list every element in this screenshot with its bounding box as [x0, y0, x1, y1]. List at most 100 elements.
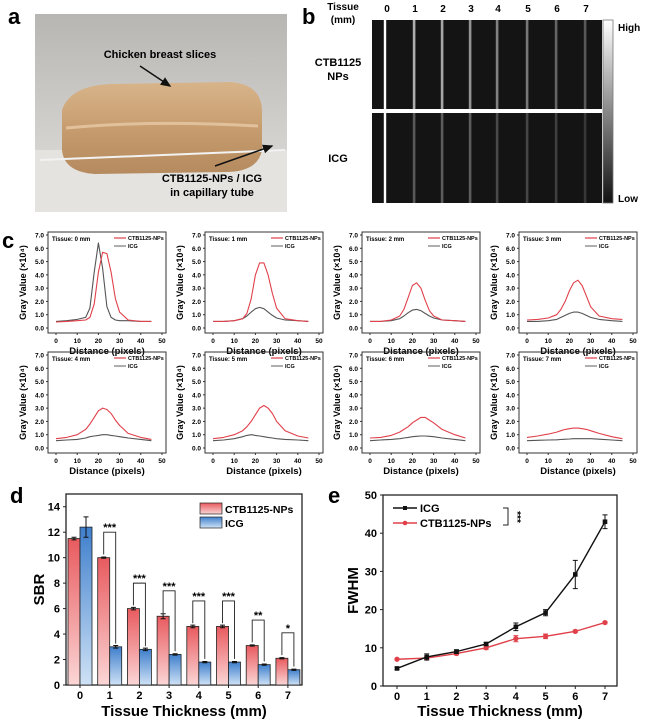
y-tick-label: 2.0 — [506, 419, 515, 426]
series-line-icg — [370, 308, 466, 322]
x-tick-label: 0 — [211, 458, 215, 465]
error-bar — [83, 516, 89, 538]
legend-label-ctb: CTB1125-NPs — [285, 236, 321, 242]
y-tick-label: 10 — [365, 643, 377, 655]
x-tick-label: 20 — [566, 338, 574, 345]
legend-label-ctb: CTB1125-NPs — [420, 518, 492, 530]
bar-icg — [257, 664, 271, 686]
colorbar-low: Low — [618, 194, 638, 205]
significance-label: *** — [222, 591, 236, 603]
y-tick-label: 0.0 — [506, 326, 515, 333]
x-tick-label: 10 — [231, 338, 239, 345]
x-tick-label: 1 — [107, 690, 113, 702]
y-tick-label: 12 — [48, 527, 60, 539]
signal-streak — [525, 113, 529, 203]
y-axis-label: FWHM — [345, 567, 362, 614]
lane-label: 0 — [384, 4, 390, 15]
error-bar — [130, 606, 136, 611]
x-tick-label: 6 — [255, 690, 261, 702]
y-tick-label: 40 — [365, 528, 377, 540]
legend-marker-ctb — [402, 520, 408, 526]
y-tick-label: 7.0 — [506, 353, 515, 360]
y-tick-label: 2.0 — [349, 299, 358, 306]
x-tick-label: 50 — [629, 458, 637, 465]
y-axis-label: Gray Value (×10⁴) — [332, 245, 342, 320]
bar-ctb — [127, 608, 140, 686]
bar-ctb — [216, 626, 229, 686]
image-background — [372, 20, 602, 109]
lane-label: 6 — [554, 4, 560, 15]
y-tick-label: 5.0 — [349, 379, 358, 386]
error-bar — [232, 660, 237, 664]
y-tick-label: 0.0 — [35, 446, 44, 453]
legend-label-ctb: CTB1125-NPs — [442, 236, 478, 242]
y-tick-label: 1.0 — [506, 432, 515, 439]
bar-ctb — [275, 657, 289, 686]
y-axis-label: Gray Value (×10⁴) — [18, 365, 28, 440]
signal-streak — [583, 113, 587, 203]
legend-swatch-icg — [199, 516, 223, 529]
panel-a: a Chicken breast slices CTB1125-NPs / ICG i… — [8, 4, 287, 212]
icg-image — [372, 113, 602, 203]
panel-d: d 0 2 4 6 8 10 12 14 0 1 *** 2 *** 3 *** 4 *** 5 *** 6 ** 7 * CT… — [10, 483, 303, 720]
panel-label: a — [8, 4, 21, 29]
panel-label: b — [302, 4, 315, 29]
legend-label-icg: ICG — [442, 244, 452, 250]
x-tick-label: 40 — [294, 338, 302, 345]
y-tick-label: 8 — [54, 578, 60, 590]
y-tick-label: 3.0 — [35, 406, 44, 413]
y-tick-label: 10 — [48, 553, 60, 565]
error-bar — [113, 645, 119, 649]
tissue-label: Tissue — [327, 2, 359, 13]
x-tick-label: 40 — [137, 338, 145, 345]
legend-label-ctb: CTB1125-NPs — [285, 356, 321, 362]
data-point-ctb — [483, 645, 489, 651]
series-line-icg — [396, 521, 606, 670]
x-tick-label: 0 — [368, 458, 372, 465]
plot-frame — [65, 493, 303, 686]
signal-streak — [412, 113, 416, 203]
y-tick-label: 14 — [48, 502, 61, 514]
error-bar — [172, 653, 178, 656]
significance-label: ** — [254, 610, 263, 622]
bar-icg — [138, 648, 152, 686]
significance-label: *** — [133, 573, 147, 585]
significance-bracket — [503, 507, 509, 526]
error-bar — [202, 660, 208, 664]
legend-marker-icg — [403, 506, 407, 510]
x-tick-label: 40 — [451, 458, 459, 465]
plot-frame — [47, 231, 167, 334]
x-tick-label: 3 — [166, 690, 172, 702]
signal-streak — [468, 20, 472, 109]
x-tick-label: 10 — [74, 458, 82, 465]
annotation-tube-2: in capillary tube — [170, 187, 254, 199]
tissue-unit-label: (mm) — [331, 15, 355, 26]
x-tick-label: 50 — [629, 338, 637, 345]
y-tick-label: 6.0 — [506, 366, 515, 373]
x-axis-label: Distance (pixels) — [226, 466, 302, 477]
panel-label: c — [2, 228, 14, 253]
subplot-title: Tissue: 4 mm — [52, 357, 90, 363]
subplot-tissue-2: 0.01.02.03.04.05.06.07.00 10 20 30 40 50Dista… — [332, 231, 481, 357]
x-tick-label: 50 — [315, 458, 323, 465]
x-tick-label: 10 — [545, 338, 553, 345]
y-tick-label: 30 — [365, 566, 377, 578]
plot-frame — [361, 231, 481, 334]
y-tick-label: 5.0 — [349, 259, 358, 266]
legend-label-icg: ICG — [128, 364, 138, 370]
subplot-tissue-3: 0.01.02.03.04.05.06.07.00 10 20 30 40 50Dista… — [489, 231, 638, 357]
x-tick-label: 20 — [95, 338, 103, 345]
x-tick-label: 10 — [231, 458, 239, 465]
significance-bracket — [162, 590, 176, 652]
x-tick-label: 40 — [451, 338, 459, 345]
x-tick-label: 0 — [525, 338, 529, 345]
x-axis-label: Distance (pixels) — [383, 466, 459, 477]
data-point-ctb — [602, 619, 608, 626]
bar-icg — [228, 661, 241, 686]
y-tick-label: 4.0 — [35, 272, 44, 279]
signal-streak — [525, 20, 529, 109]
lane-label: 5 — [525, 4, 531, 15]
series-line-icg — [213, 306, 309, 322]
plot-frame — [382, 494, 618, 687]
x-tick-label: 50 — [158, 338, 166, 345]
